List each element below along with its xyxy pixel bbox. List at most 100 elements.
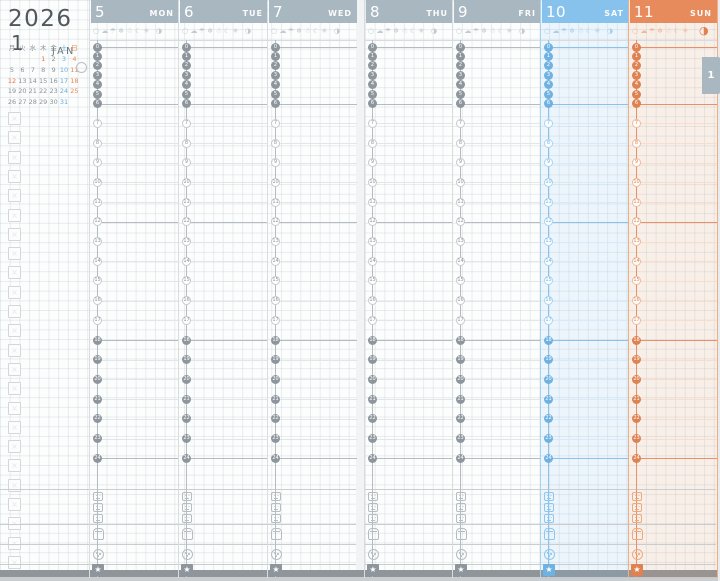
day-header[interactable]: 10 SAT <box>542 0 629 23</box>
hour-marker: 0 <box>271 42 280 52</box>
hour-marker: 19 <box>182 355 191 365</box>
checkbox[interactable]: × <box>8 536 21 550</box>
checkbox[interactable]: × <box>8 555 21 569</box>
cloudy-icon: ☁ <box>640 27 648 35</box>
checkbox[interactable]: × <box>8 285 21 299</box>
checkbox[interactable]: × <box>8 150 21 164</box>
meal-evening-icon <box>456 514 466 523</box>
checkbox[interactable]: × <box>8 420 21 434</box>
hour-line <box>372 261 453 263</box>
hour-line <box>636 202 717 204</box>
hour-marker: 2 <box>456 61 465 71</box>
checkbox[interactable]: × <box>8 498 21 511</box>
hour-line <box>460 379 541 381</box>
checkbox[interactable]: × <box>8 112 21 125</box>
hour-marker: 18 <box>544 335 553 345</box>
mini-cal-day: 25 <box>70 87 79 96</box>
checkbox[interactable]: × <box>8 401 21 415</box>
hour-marker: 19 <box>544 355 553 365</box>
hour-marker: 17 <box>182 315 191 325</box>
hour-marker: 15 <box>456 276 465 286</box>
meal-morning-icon <box>182 492 192 501</box>
hour-marker: 8 <box>632 138 641 148</box>
hour-marker: 14 <box>271 256 280 266</box>
snowman-icon: ☃ <box>126 27 133 35</box>
hour-marker: 14 <box>544 256 553 266</box>
checkbox[interactable]: × <box>8 169 21 183</box>
hour-line <box>97 202 179 204</box>
hour-marker: 8 <box>182 138 191 148</box>
day-number: 11 <box>634 3 655 21</box>
day-header[interactable]: 8 THU <box>366 0 453 23</box>
hour-line-major <box>636 458 717 460</box>
hour-marker: 5 <box>182 89 191 99</box>
checkbox[interactable]: × <box>8 382 21 396</box>
day-header[interactable]: 7 WED <box>269 0 357 23</box>
hour-marker: 20 <box>182 374 191 384</box>
hour-line <box>275 123 357 125</box>
checkbox[interactable]: × <box>8 324 21 338</box>
checkbox[interactable]: × <box>8 247 21 261</box>
hour-marker: 7 <box>271 118 280 128</box>
hour-line <box>372 320 453 322</box>
mini-cal-day: 7 <box>30 65 35 74</box>
hour-marker: 13 <box>544 237 553 246</box>
meal-morning-icon <box>544 492 554 501</box>
meal-morning-icon <box>93 492 103 501</box>
day-header[interactable]: 9 FRI <box>454 0 541 23</box>
checkbox[interactable]: × <box>8 189 21 203</box>
mini-cal-day: 15 <box>39 76 48 85</box>
day-header[interactable]: 6 TUE <box>180 0 268 23</box>
medicine-icon <box>368 549 379 560</box>
day-header[interactable]: 5 MON <box>91 0 179 23</box>
crescent-icon: ☾ <box>135 27 142 35</box>
hour-marker: 18 <box>93 335 102 345</box>
meal-morning-icon <box>632 492 642 501</box>
snow-icon: ❄ <box>393 27 400 35</box>
sunday-tint <box>628 0 717 578</box>
checkbox[interactable]: × <box>8 478 21 492</box>
checkbox[interactable]: × <box>8 343 21 357</box>
hour-marker: 9 <box>632 158 641 168</box>
hour-line-major <box>186 221 268 223</box>
mini-cal-day: 19 <box>7 87 17 96</box>
snowflake-icon: ✳ <box>594 27 601 35</box>
checkbox[interactable]: × <box>8 227 21 241</box>
meal-morning-icon <box>368 492 378 501</box>
hour-marker: 6 <box>271 99 280 109</box>
month-abbr: JAN <box>52 46 76 57</box>
checkbox[interactable]: × <box>8 440 21 454</box>
checkbox[interactable]: × <box>8 266 21 280</box>
checkbox[interactable]: × <box>8 131 21 145</box>
time-track-line <box>548 40 549 577</box>
rain-icon: ☂ <box>384 27 392 35</box>
checkbox[interactable]: × <box>8 305 21 318</box>
snow-icon: ❄ <box>118 27 125 35</box>
hour-line <box>186 399 268 401</box>
hour-line-major <box>548 47 629 48</box>
mini-cal-day: 24 <box>59 87 69 96</box>
hour-marker: 2 <box>544 61 553 71</box>
hour-line <box>97 280 179 282</box>
medicine-icon <box>456 549 467 560</box>
month-tab[interactable]: 1 <box>702 57 720 94</box>
mini-cal-day: 1 <box>41 55 46 63</box>
hour-marker: 16 <box>182 296 191 306</box>
hour-marker: 6 <box>456 99 465 109</box>
day-column-sat: 10 SAT ○ ☁ ☂ ❄ ☃ ☾ ✳ ◑ 0 1 2 3 4 5 6 7 8 9 10 11 12 13 14 15 16 17 1… <box>540 0 629 578</box>
day-header[interactable]: 11 SUN <box>630 0 717 23</box>
checkbox[interactable]: × <box>8 362 21 376</box>
hour-line <box>636 241 717 243</box>
medicine-icon <box>271 549 282 560</box>
snowman-icon: ☃ <box>401 27 408 35</box>
hour-line <box>275 182 357 184</box>
meal-evening-icon <box>368 514 378 523</box>
checkbox[interactable]: × <box>8 459 21 473</box>
moon-phase-icon: ◑ <box>519 27 526 35</box>
weekday-label: TUE <box>242 9 263 18</box>
meal-noon-icon <box>544 503 554 512</box>
checkbox[interactable]: × <box>8 517 21 531</box>
hour-line-major <box>636 221 717 223</box>
checkbox[interactable]: × <box>8 208 21 222</box>
hour-line <box>372 300 453 302</box>
